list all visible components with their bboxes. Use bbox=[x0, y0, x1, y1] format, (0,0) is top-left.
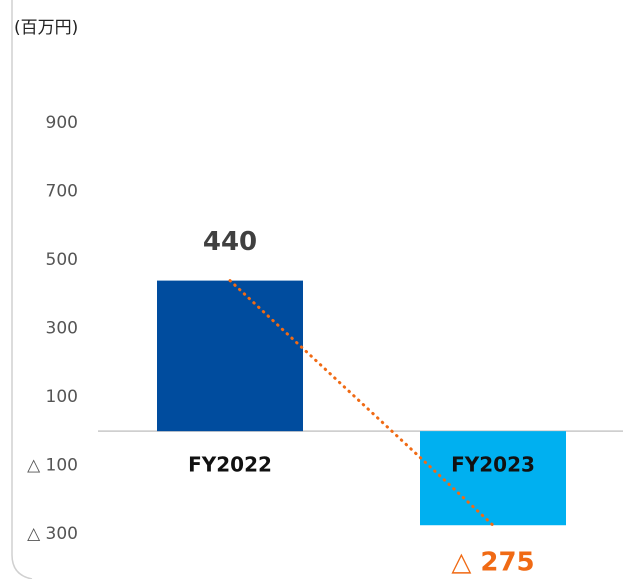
y-tick-label: △ 100 bbox=[27, 455, 78, 475]
value-label: 440 bbox=[203, 227, 257, 257]
y-tick-label: 100 bbox=[46, 387, 78, 407]
x-tick-label: FY2022 bbox=[188, 453, 272, 477]
bar bbox=[420, 431, 566, 526]
unit-label: (百万円) bbox=[14, 18, 78, 38]
y-tick-label: 300 bbox=[46, 319, 78, 339]
value-label: △ 275 bbox=[451, 548, 534, 578]
trend-line bbox=[228, 279, 495, 527]
panel-border bbox=[11, 0, 33, 579]
y-tick-label: 700 bbox=[46, 182, 78, 202]
x-tick-label: FY2023 bbox=[451, 453, 535, 477]
bar bbox=[157, 280, 303, 432]
y-tick-label: 500 bbox=[46, 250, 78, 270]
y-tick-label: 900 bbox=[46, 113, 78, 133]
y-tick-label: △ 300 bbox=[27, 524, 78, 544]
